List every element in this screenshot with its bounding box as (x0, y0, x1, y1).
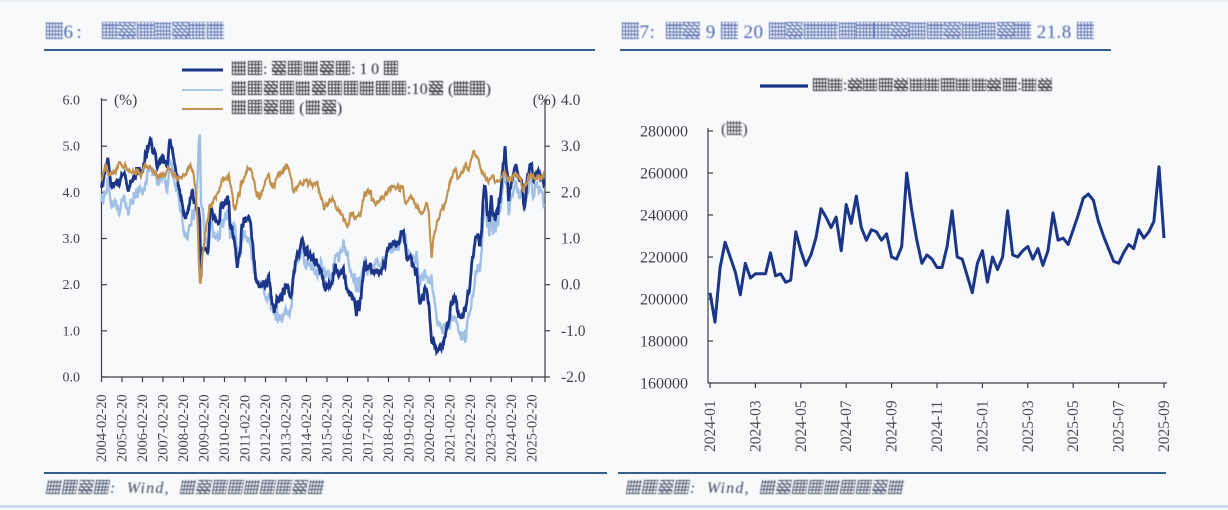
svg-text:280000: 280000 (640, 124, 688, 141)
svg-text:220000: 220000 (640, 250, 688, 267)
svg-text:2012-02-20: 2012-02-20 (258, 394, 274, 462)
svg-text:2025-01: 2025-01 (974, 400, 991, 452)
svg-text:2019-02-20: 2019-02-20 (402, 394, 418, 462)
svg-text:4.0: 4.0 (63, 186, 81, 201)
svg-text:200000: 200000 (640, 292, 688, 309)
svg-text:2007-02-20: 2007-02-20 (156, 394, 172, 462)
svg-text:2004-02-20: 2004-02-20 (94, 394, 110, 462)
svg-text:5.0: 5.0 (63, 140, 81, 155)
svg-text:180000: 180000 (640, 334, 688, 351)
svg-text:2025-02-20: 2025-02-20 (525, 394, 541, 462)
svg-text:2.0: 2.0 (63, 278, 81, 293)
svg-text:(%): (%) (114, 92, 137, 109)
svg-text:2022-02-20: 2022-02-20 (463, 394, 479, 462)
svg-text:4.0: 4.0 (561, 92, 581, 109)
svg-text:0.0: 0.0 (63, 371, 81, 386)
svg-text:2017-02-20: 2017-02-20 (361, 394, 377, 462)
svg-text:2024-02-20: 2024-02-20 (504, 394, 520, 462)
svg-text:6.0: 6.0 (63, 94, 81, 109)
svg-text:2024-09: 2024-09 (884, 400, 901, 452)
svg-text:2021-02-20: 2021-02-20 (443, 394, 459, 462)
svg-text:2008-02-20: 2008-02-20 (176, 394, 192, 462)
svg-text:2024-01: 2024-01 (702, 400, 719, 452)
svg-text:2024-05: 2024-05 (793, 400, 810, 452)
svg-text:2014-02-20: 2014-02-20 (299, 394, 315, 462)
svg-text:3.0: 3.0 (561, 138, 581, 155)
svg-text:2025-07: 2025-07 (1111, 400, 1128, 452)
svg-text:240000: 240000 (640, 208, 688, 225)
svg-text:2020-02-20: 2020-02-20 (422, 394, 438, 462)
svg-text:1.0: 1.0 (63, 324, 81, 339)
svg-text:260000: 260000 (640, 166, 688, 183)
svg-text:2006-02-20: 2006-02-20 (135, 394, 151, 462)
svg-text:160000: 160000 (640, 376, 688, 393)
svg-text:2024-11: 2024-11 (929, 401, 946, 452)
svg-text:2009-02-20: 2009-02-20 (197, 394, 213, 462)
svg-text:2005-02-20: 2005-02-20 (115, 394, 131, 462)
svg-text:2015-02-20: 2015-02-20 (320, 394, 336, 462)
svg-text:2024-07: 2024-07 (838, 400, 855, 452)
svg-text:2023-02-20: 2023-02-20 (484, 394, 500, 462)
svg-text:2.0: 2.0 (561, 184, 581, 201)
svg-text:(%): (%) (533, 92, 556, 109)
svg-text:-2.0: -2.0 (561, 369, 586, 386)
svg-text:1.0: 1.0 (561, 231, 581, 248)
svg-text:2025-05: 2025-05 (1065, 400, 1082, 452)
svg-text:2025-09: 2025-09 (1156, 400, 1173, 452)
svg-text:-1.0: -1.0 (561, 323, 586, 340)
svg-text:0.0: 0.0 (561, 277, 581, 294)
svg-text:2025-03: 2025-03 (1020, 400, 1037, 452)
svg-text:3.0: 3.0 (63, 232, 81, 247)
svg-text:2018-02-20: 2018-02-20 (381, 394, 397, 462)
svg-text:2024-03: 2024-03 (747, 400, 764, 452)
svg-text:2013-02-20: 2013-02-20 (279, 394, 295, 462)
svg-text:2016-02-20: 2016-02-20 (340, 394, 356, 462)
svg-text:2011-02-20: 2011-02-20 (238, 395, 254, 462)
svg-text:2010-02-20: 2010-02-20 (217, 394, 233, 462)
